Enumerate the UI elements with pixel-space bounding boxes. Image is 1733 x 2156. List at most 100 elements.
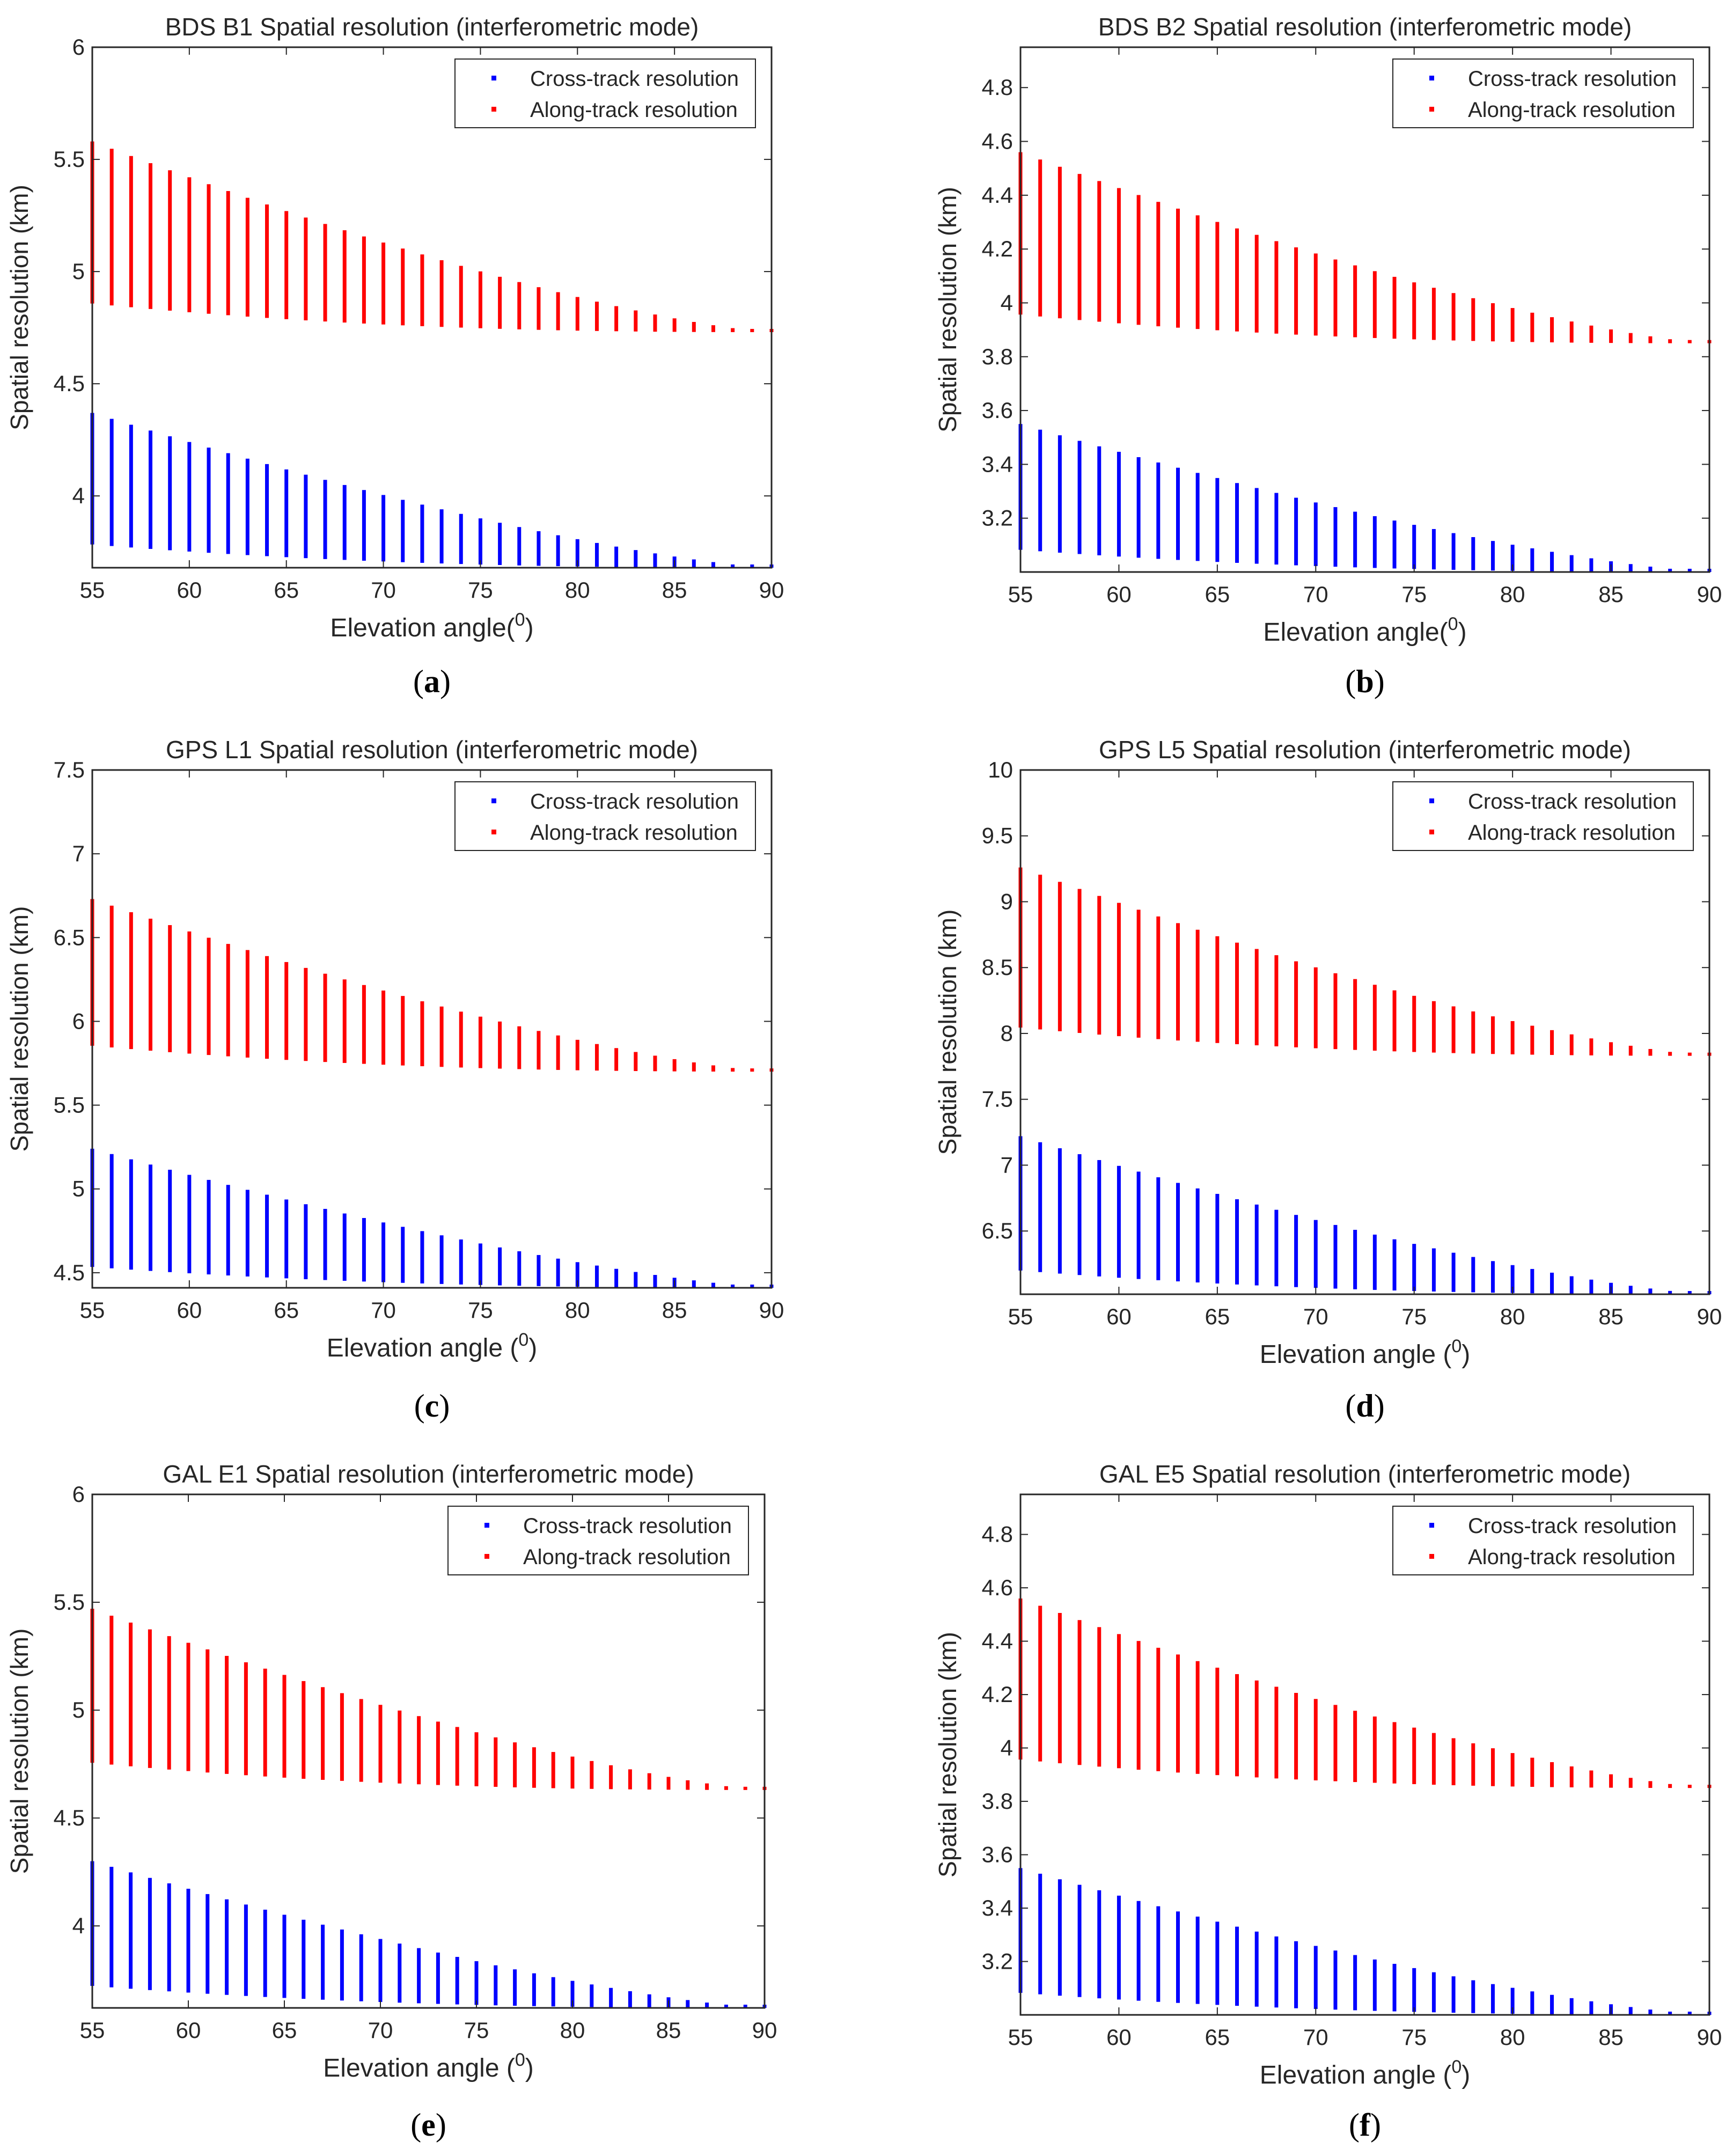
chart-panel-b: BDS B2 Spatial resolution (interferometr… bbox=[934, 13, 1722, 699]
data-point-bar bbox=[265, 1194, 269, 1278]
x-tick-label: 60 bbox=[1106, 2025, 1132, 2050]
x-tick-label: 75 bbox=[1401, 582, 1427, 607]
x-axis-label-text: Elevation angle ( bbox=[1260, 2061, 1452, 2089]
y-axis-label: Spatial resolution (km) bbox=[934, 910, 961, 1155]
data-point-bar bbox=[1254, 1204, 1259, 1286]
data-point-bar bbox=[340, 1929, 344, 2001]
data-point-bar bbox=[1176, 1911, 1180, 2003]
data-point-bar bbox=[1235, 942, 1239, 1044]
data-point-bar bbox=[420, 504, 424, 563]
data-point-bar bbox=[1668, 2011, 1672, 2015]
data-point-bar bbox=[1176, 208, 1180, 328]
data-point-bar bbox=[244, 1904, 248, 1996]
data-point-bar bbox=[1313, 253, 1318, 336]
data-point-bar bbox=[1412, 282, 1416, 340]
y-tick-label: 7 bbox=[1001, 1152, 1013, 1177]
data-point-bar bbox=[478, 1243, 482, 1285]
data-point-bar bbox=[323, 1208, 327, 1280]
data-point-bar bbox=[1569, 1766, 1574, 1787]
data-point-bar bbox=[323, 973, 327, 1062]
data-point-bar bbox=[284, 211, 289, 319]
data-point-bar bbox=[1372, 516, 1377, 568]
data-point-bar bbox=[743, 1786, 747, 1790]
data-point-bar bbox=[1353, 1711, 1357, 1783]
data-point-bar bbox=[417, 1948, 421, 2004]
x-tick-label: 85 bbox=[662, 577, 687, 603]
data-point-bar bbox=[1569, 1276, 1574, 1294]
data-point-bar bbox=[1195, 1916, 1200, 2004]
x-axis-label-text: Elevation angle ( bbox=[1260, 1340, 1452, 1369]
data-point-bar bbox=[517, 282, 522, 329]
x-tick-label: 60 bbox=[176, 2018, 201, 2043]
data-point-bar bbox=[1235, 1926, 1239, 2006]
data-point-bar bbox=[1471, 1011, 1475, 1054]
legend: Cross-track resolution Along-track resolu… bbox=[1392, 1506, 1694, 1575]
data-point-bar bbox=[378, 1705, 383, 1783]
data-point-bar bbox=[1077, 1154, 1082, 1275]
data-point-bar bbox=[1058, 1148, 1062, 1274]
data-point-bar bbox=[149, 919, 153, 1051]
data-point-bar bbox=[1333, 1705, 1338, 1781]
data-point-bar bbox=[1490, 1748, 1495, 1786]
y-tick-label: 5.5 bbox=[54, 1589, 85, 1615]
data-point-bar bbox=[304, 474, 308, 559]
data-point-bar bbox=[551, 1752, 555, 1788]
data-point-bar bbox=[129, 1159, 133, 1270]
x-tick-label: 60 bbox=[1106, 582, 1132, 607]
data-point-bar bbox=[517, 1251, 522, 1286]
data-point-bar bbox=[168, 925, 172, 1052]
data-point-bar bbox=[245, 1190, 249, 1277]
panel-label: (f) bbox=[1349, 2107, 1381, 2143]
legend-entry-label: Along-track resolution bbox=[530, 98, 738, 122]
data-point-bar bbox=[1333, 1950, 1338, 2010]
series-cross-track bbox=[90, 1861, 767, 2008]
y-tick-label: 6 bbox=[72, 1482, 85, 1507]
data-point-bar bbox=[340, 1693, 344, 1781]
data-point-bar bbox=[1589, 1038, 1594, 1055]
data-point-bar bbox=[1077, 174, 1082, 320]
x-tick-label: 85 bbox=[662, 1297, 687, 1323]
axes-frame bbox=[91, 769, 773, 1289]
data-point-bar bbox=[1136, 910, 1141, 1038]
data-point-bar bbox=[417, 1716, 421, 1785]
data-point-bar bbox=[1274, 1686, 1279, 1779]
data-point-bar bbox=[1510, 1988, 1515, 2014]
chart-title: GPS L5 Spatial resolution (interferometr… bbox=[1099, 736, 1631, 764]
data-point-bar bbox=[724, 2004, 728, 2008]
data-point-bar bbox=[634, 550, 638, 568]
data-point-bar bbox=[1254, 234, 1259, 333]
x-tick-label: 80 bbox=[1500, 1304, 1525, 1329]
data-point-bar bbox=[1313, 502, 1318, 566]
data-point-bar bbox=[666, 1777, 671, 1790]
y-tick-label: 8.5 bbox=[982, 955, 1013, 980]
data-point-bar bbox=[1550, 1272, 1554, 1294]
data-point-bar bbox=[1431, 529, 1436, 570]
y-tick-label: 3.4 bbox=[982, 451, 1013, 476]
legend-marker bbox=[1429, 107, 1434, 112]
data-point-bar bbox=[614, 1048, 619, 1071]
x-tick-label: 85 bbox=[656, 2018, 681, 2043]
legend-marker bbox=[491, 107, 496, 112]
x-axis-label-superscript: 0 bbox=[1451, 1336, 1462, 1356]
chart-title: BDS B1 Spatial resolution (interferometr… bbox=[165, 13, 699, 41]
data-point-bar bbox=[570, 1981, 575, 2007]
x-tick-label: 80 bbox=[1500, 2025, 1525, 2050]
data-point-bar bbox=[575, 539, 579, 567]
data-point-bar bbox=[1097, 1627, 1102, 1767]
data-point-bar bbox=[1235, 1199, 1239, 1285]
data-point-bar bbox=[263, 1909, 267, 1997]
data-point-bar bbox=[1451, 293, 1456, 341]
data-point-bar bbox=[750, 1068, 754, 1072]
x-axis-label: Elevation angle (0) bbox=[327, 1330, 537, 1362]
y-tick-label: 8 bbox=[1001, 1021, 1013, 1046]
data-point-bar bbox=[513, 1969, 517, 2006]
data-point-bar bbox=[362, 236, 366, 324]
y-tick-label: 4.4 bbox=[982, 182, 1013, 208]
data-point-bar bbox=[1471, 1257, 1475, 1293]
data-point-bar bbox=[1176, 467, 1180, 560]
axes-frame bbox=[1019, 46, 1710, 573]
series-cross-track bbox=[90, 1148, 774, 1288]
x-tick-label: 65 bbox=[272, 2018, 297, 2043]
data-point-bar bbox=[420, 254, 424, 326]
data-point-bar bbox=[1038, 1142, 1042, 1272]
